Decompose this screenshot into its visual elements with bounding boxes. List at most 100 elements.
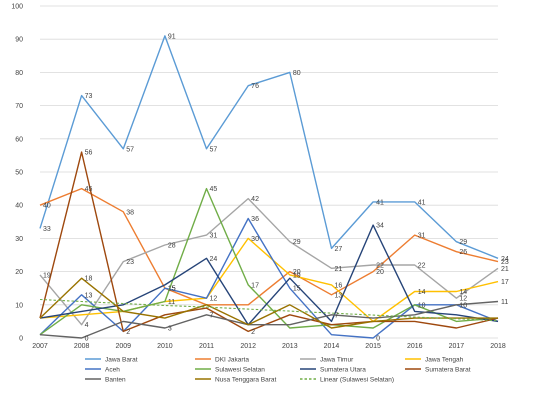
x-tick-label: 2010 xyxy=(157,343,173,350)
data-label: 57 xyxy=(210,146,218,153)
data-label: 2 xyxy=(126,329,130,336)
y-tick-label: 10 xyxy=(15,302,23,309)
data-label: 2 xyxy=(251,329,255,336)
x-tick-label: 2015 xyxy=(365,343,381,350)
data-label: 17 xyxy=(251,282,259,289)
data-label: 29 xyxy=(459,239,467,246)
x-tick-label: 2017 xyxy=(449,343,465,350)
legend-label: Aceh xyxy=(105,367,120,374)
x-tick-label: 2013 xyxy=(282,343,298,350)
y-tick-label: 20 xyxy=(15,269,23,276)
data-label: 15 xyxy=(168,286,176,293)
y-tick-label: 40 xyxy=(15,203,23,210)
y-tick-label: 60 xyxy=(15,136,23,143)
legend-label: Sumatera Barat xyxy=(425,367,471,374)
x-tick-label: 2016 xyxy=(407,343,423,350)
data-label: 4 xyxy=(85,322,89,329)
y-tick-label: 30 xyxy=(15,236,23,243)
data-label: 21 xyxy=(501,266,509,273)
x-tick-label: 2018 xyxy=(490,343,506,350)
data-label: 34 xyxy=(376,223,384,230)
data-label: 28 xyxy=(168,243,176,250)
x-tick-label: 2011 xyxy=(199,343,214,350)
data-label: 15 xyxy=(293,286,301,293)
data-label: 80 xyxy=(293,70,301,77)
data-label: 76 xyxy=(251,83,259,90)
data-label: 12 xyxy=(459,296,467,303)
data-label: 29 xyxy=(293,239,301,246)
data-label: 56 xyxy=(85,150,93,157)
data-label: 12 xyxy=(210,296,218,303)
data-label: 20 xyxy=(376,269,384,276)
data-label: 0 xyxy=(85,336,89,343)
legend-label: Banten xyxy=(105,377,126,384)
data-label: 40 xyxy=(43,203,51,210)
data-label: 15 xyxy=(168,286,176,293)
data-label: 7 xyxy=(334,312,338,319)
series-line xyxy=(39,35,499,259)
y-tick-label: 100 xyxy=(11,4,23,11)
x-tick-label: 2012 xyxy=(240,343,256,350)
data-label: 10 xyxy=(459,302,467,309)
data-label: 31 xyxy=(418,233,426,240)
series-line xyxy=(39,151,499,333)
y-tick-label: 50 xyxy=(15,170,23,177)
data-label: 0 xyxy=(376,336,380,343)
series-line xyxy=(39,187,499,306)
y-tick-label: 70 xyxy=(15,103,23,110)
x-tick-label: 2007 xyxy=(32,343,48,350)
series-line xyxy=(39,300,499,339)
data-label: 7 xyxy=(210,312,214,319)
data-label: 10 xyxy=(418,302,426,309)
data-label: 23 xyxy=(126,259,134,266)
data-label: 11 xyxy=(168,299,175,306)
data-label: 13 xyxy=(334,292,342,299)
legend-label: Linear (Sulawesi Selatan) xyxy=(320,377,394,384)
legend-label: Sulawesi Selatan xyxy=(215,367,265,374)
legend-label: Jawa Barat xyxy=(105,357,138,364)
data-label: 38 xyxy=(126,209,134,216)
data-label: 16 xyxy=(334,282,342,289)
data-label: 23 xyxy=(501,259,509,266)
series-line xyxy=(39,187,499,336)
data-label: 41 xyxy=(418,199,426,206)
data-label: 91 xyxy=(168,33,176,40)
legend-label: DKI Jakarta xyxy=(215,357,249,364)
data-label: 14 xyxy=(459,289,467,296)
data-label: 27 xyxy=(334,246,342,253)
data-label: 26 xyxy=(459,249,467,256)
legend-label: Nusa Tenggara Barat xyxy=(215,377,277,384)
data-label: 11 xyxy=(501,299,508,306)
data-label: 19 xyxy=(293,272,301,279)
data-label: 13 xyxy=(85,292,93,299)
y-tick-label: 90 xyxy=(15,37,23,44)
data-label: 24 xyxy=(501,256,509,263)
data-label: 31 xyxy=(210,233,218,240)
series-line xyxy=(39,277,498,329)
data-label: 21 xyxy=(334,266,342,273)
legend-label: Jawa Tengah xyxy=(425,357,464,364)
x-tick-label: 2014 xyxy=(324,343,340,350)
legend-label: Jawa Timur xyxy=(320,357,354,364)
x-tick-label: 2009 xyxy=(115,343,131,350)
y-tick-label: 80 xyxy=(15,70,23,77)
y-tick-label: 0 xyxy=(19,336,23,343)
data-label: 24 xyxy=(210,256,218,263)
series-line xyxy=(39,217,499,339)
data-label: 57 xyxy=(126,146,134,153)
data-label: 73 xyxy=(85,93,93,100)
data-label: 19 xyxy=(43,272,51,279)
data-label: 33 xyxy=(43,226,51,233)
data-label: 45 xyxy=(210,186,218,193)
series-line xyxy=(39,237,499,323)
data-label: 30 xyxy=(251,236,259,243)
data-label: 3 xyxy=(168,326,172,333)
data-label: 41 xyxy=(376,199,384,206)
data-label: 22 xyxy=(418,262,426,269)
data-label: 18 xyxy=(85,276,93,283)
x-tick-label: 2008 xyxy=(74,343,90,350)
data-label: 45 xyxy=(85,186,93,193)
data-label: 42 xyxy=(251,196,259,203)
data-label: 22 xyxy=(376,262,384,269)
